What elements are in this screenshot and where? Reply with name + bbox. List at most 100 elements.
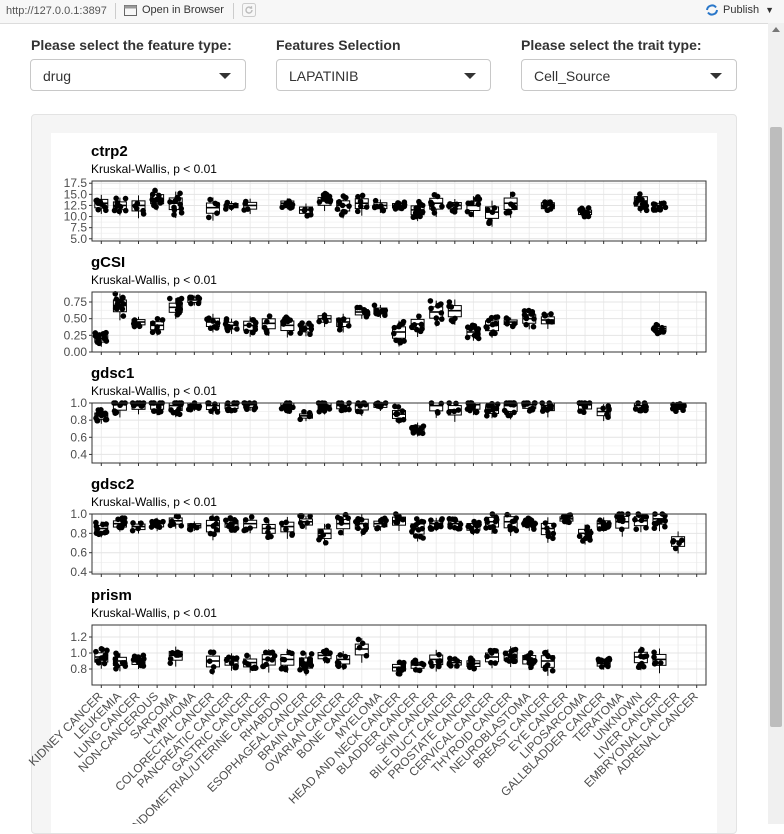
data-point xyxy=(307,331,313,338)
url-text[interactable]: http://127.0.0.1:3897 xyxy=(6,5,107,17)
scrollbar-thumb[interactable] xyxy=(770,127,782,727)
data-point xyxy=(207,325,214,332)
data-point xyxy=(223,202,229,209)
y-tick-label: 0.8 xyxy=(70,413,87,427)
data-point xyxy=(264,318,270,325)
data-point xyxy=(439,203,445,210)
data-point xyxy=(210,664,217,670)
panel-title: gdsc2 xyxy=(91,476,134,493)
data-point xyxy=(357,203,364,210)
data-point xyxy=(341,663,347,670)
data-point xyxy=(324,657,331,664)
data-point xyxy=(136,323,143,330)
data-point xyxy=(419,525,426,532)
data-point xyxy=(587,529,594,536)
data-point xyxy=(471,665,477,672)
data-point xyxy=(419,326,425,332)
trait-type-select[interactable]: Cell_Source xyxy=(521,59,737,91)
data-point xyxy=(302,206,308,213)
data-point xyxy=(487,647,494,654)
data-point xyxy=(283,526,289,533)
data-point xyxy=(643,207,650,214)
data-point xyxy=(580,538,586,544)
data-point xyxy=(340,193,347,199)
data-point xyxy=(279,520,285,527)
data-point xyxy=(151,408,158,414)
data-point xyxy=(438,517,445,523)
plot-canvas xyxy=(51,133,717,833)
data-point xyxy=(605,414,611,421)
data-point xyxy=(435,303,441,309)
data-point xyxy=(304,520,311,526)
data-point xyxy=(228,204,235,211)
data-point xyxy=(283,519,289,526)
data-point xyxy=(431,210,438,216)
data-point xyxy=(101,204,108,210)
data-point xyxy=(491,412,498,418)
data-point xyxy=(153,518,159,524)
data-point xyxy=(129,527,136,534)
data-point xyxy=(474,528,480,534)
panel-subtitle: Kruskal-Wallis, p < 0.01 xyxy=(91,495,217,509)
data-point xyxy=(321,408,328,414)
data-point xyxy=(116,208,123,215)
publish-icon xyxy=(706,4,718,16)
data-point xyxy=(636,195,643,202)
feature-type-select[interactable]: drug xyxy=(30,59,246,91)
data-point xyxy=(548,405,554,412)
data-point xyxy=(492,320,499,327)
data-point xyxy=(321,312,328,319)
data-point xyxy=(375,524,381,531)
data-point xyxy=(359,192,366,199)
data-point xyxy=(357,304,363,311)
data-point xyxy=(632,516,638,523)
data-point xyxy=(342,406,349,413)
data-point xyxy=(549,667,556,674)
data-point xyxy=(427,298,434,304)
data-point xyxy=(511,409,517,416)
data-point xyxy=(131,653,138,660)
data-point xyxy=(409,324,415,330)
data-point xyxy=(434,320,440,327)
data-point xyxy=(401,201,408,208)
data-point xyxy=(297,322,304,328)
refresh-icon[interactable] xyxy=(242,3,256,17)
data-point xyxy=(358,408,364,415)
features-selection-select[interactable]: LAPATINIB xyxy=(276,59,491,91)
data-point xyxy=(172,198,179,204)
data-point xyxy=(325,196,332,202)
data-point xyxy=(211,531,217,538)
scroll-up-arrow[interactable] xyxy=(772,27,780,32)
open-in-browser-button[interactable]: Open in Browser xyxy=(124,4,224,16)
data-point xyxy=(420,661,427,668)
data-point xyxy=(103,338,110,344)
data-point xyxy=(506,209,513,216)
chevron-down-icon xyxy=(464,73,476,79)
data-point xyxy=(188,300,194,307)
y-tick-label: 0.00 xyxy=(64,345,88,359)
data-point xyxy=(252,326,259,333)
data-point xyxy=(473,196,480,202)
publish-button[interactable]: Publish ▼ xyxy=(705,4,774,16)
y-tick-label: 0.6 xyxy=(70,546,87,560)
data-point xyxy=(225,523,232,530)
y-tick-label: 0.75 xyxy=(64,295,88,309)
data-point xyxy=(283,316,290,322)
data-point xyxy=(399,408,406,414)
data-point xyxy=(92,330,99,336)
data-point xyxy=(642,653,648,660)
data-point xyxy=(659,200,665,207)
data-point xyxy=(395,666,402,672)
data-point xyxy=(178,205,185,212)
y-tick-label: 1.2 xyxy=(70,630,87,644)
data-point xyxy=(160,518,166,525)
data-point xyxy=(287,330,294,336)
data-point xyxy=(188,403,194,409)
y-tick-label: 12.5 xyxy=(64,198,88,212)
data-point xyxy=(503,315,510,321)
data-point xyxy=(187,294,193,301)
y-tick-label: 7.5 xyxy=(70,221,87,235)
data-point xyxy=(428,305,434,312)
data-point xyxy=(450,318,456,325)
data-point xyxy=(113,195,119,202)
